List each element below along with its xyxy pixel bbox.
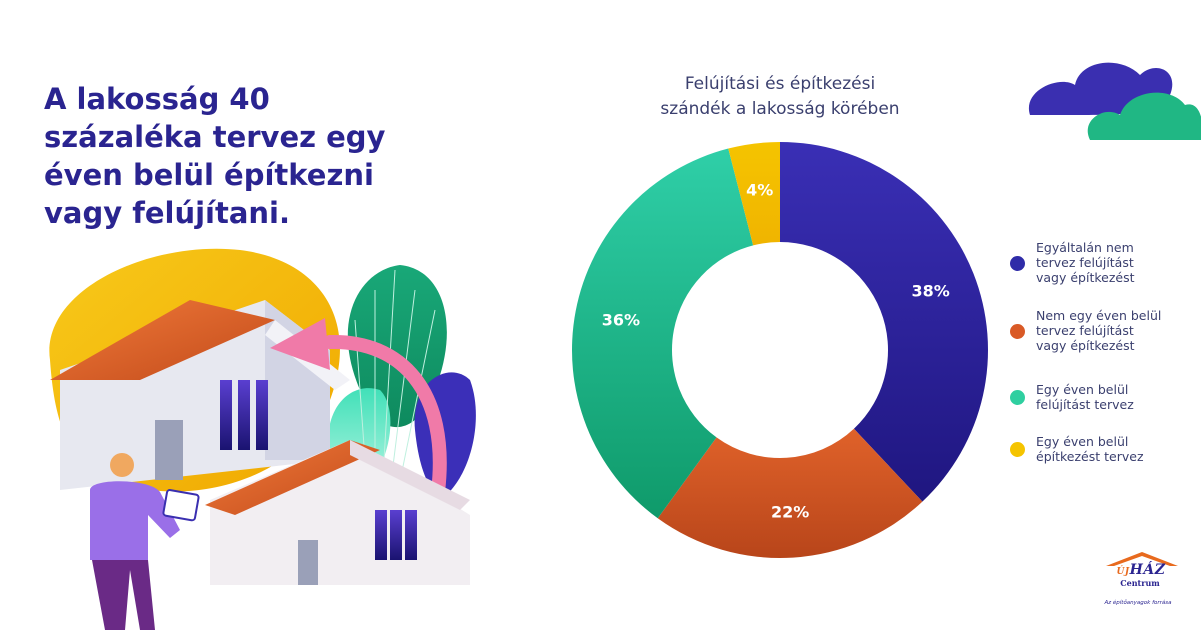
donut-slice [780, 142, 989, 502]
chart-title-line: Felújítási és építkezési [684, 74, 876, 94]
data-label: 22% [771, 503, 809, 522]
legend-label: Egyáltalán nem tervez felújítást vagy épít… [1036, 240, 1200, 285]
logo-prefix: ÚJ [1116, 567, 1130, 577]
headline-line: vagy felújítani. [44, 196, 291, 230]
donut-slice [657, 428, 923, 558]
person-with-clipboard-shape [90, 453, 200, 630]
legend-label-line: Egy éven belül [1036, 434, 1129, 449]
headline-line: A lakosság 40 [44, 82, 270, 116]
logo-roof-icon [1106, 552, 1178, 566]
legend-label-line: vagy építkezést [1036, 338, 1135, 353]
legend-marker [1010, 323, 1025, 339]
arrow-head-shape [270, 318, 330, 370]
legend-marker [1010, 442, 1025, 457]
arrow-shape [323, 334, 447, 499]
uj-haz-centrum-logo: ÚJHÁZ Centrum Az építőanyagok forrása [1098, 550, 1178, 610]
legend-label-line: tervez felújítást [1036, 323, 1134, 338]
legend-label-line: tervez felújítást [1036, 255, 1134, 270]
data-label: 36% [602, 311, 640, 330]
chart-title: Felújítási és építkezési szándék a lakos… [610, 72, 950, 122]
logo-name: ÚJHÁZ [1106, 562, 1176, 578]
legend-label-line: Nem egy éven belül [1036, 308, 1162, 323]
legend-marker [1010, 390, 1025, 405]
legend-label-line: Egy éven belül [1036, 382, 1129, 397]
legend-label-line: építkezést tervez [1036, 449, 1144, 464]
green-cloud-shape [1087, 92, 1201, 140]
legend-label-line: Egyáltalán nem [1036, 240, 1134, 255]
legend-marker [1010, 255, 1025, 271]
legend-label: Nem egy éven belül tervez felújítást vagy … [1036, 308, 1200, 353]
data-label: 4% [746, 180, 773, 199]
new-house-shape [205, 440, 470, 585]
legend-label: Egy éven belül építkezést tervez [1036, 434, 1200, 464]
logo-tagline: Az építőanyagok forrása [1104, 600, 1172, 606]
logo-main: HÁZ [1129, 562, 1166, 578]
data-label: 38% [911, 281, 949, 300]
chart-title-line: szándék a lakosság körében [660, 99, 900, 119]
donut-chart: 38% 22% 36% 4% [571, 142, 989, 558]
legend-label-line: vagy építkezést [1036, 270, 1135, 285]
legend-label-line: felújítást tervez [1036, 397, 1134, 412]
headline-line: százaléka tervez egy [44, 120, 386, 154]
donut-slice [728, 142, 780, 246]
clouds-decoration [1028, 62, 1201, 140]
headline-line: éven belül építkezni [44, 158, 374, 192]
headline: A lakosság 40 százaléka tervez egy éven … [44, 80, 424, 232]
legend-label: Egy éven belül felújítást tervez [1036, 382, 1200, 412]
logo-sub: Centrum [1120, 578, 1160, 588]
donut-slice [571, 148, 754, 519]
house-renovation-illustration [49, 248, 476, 630]
